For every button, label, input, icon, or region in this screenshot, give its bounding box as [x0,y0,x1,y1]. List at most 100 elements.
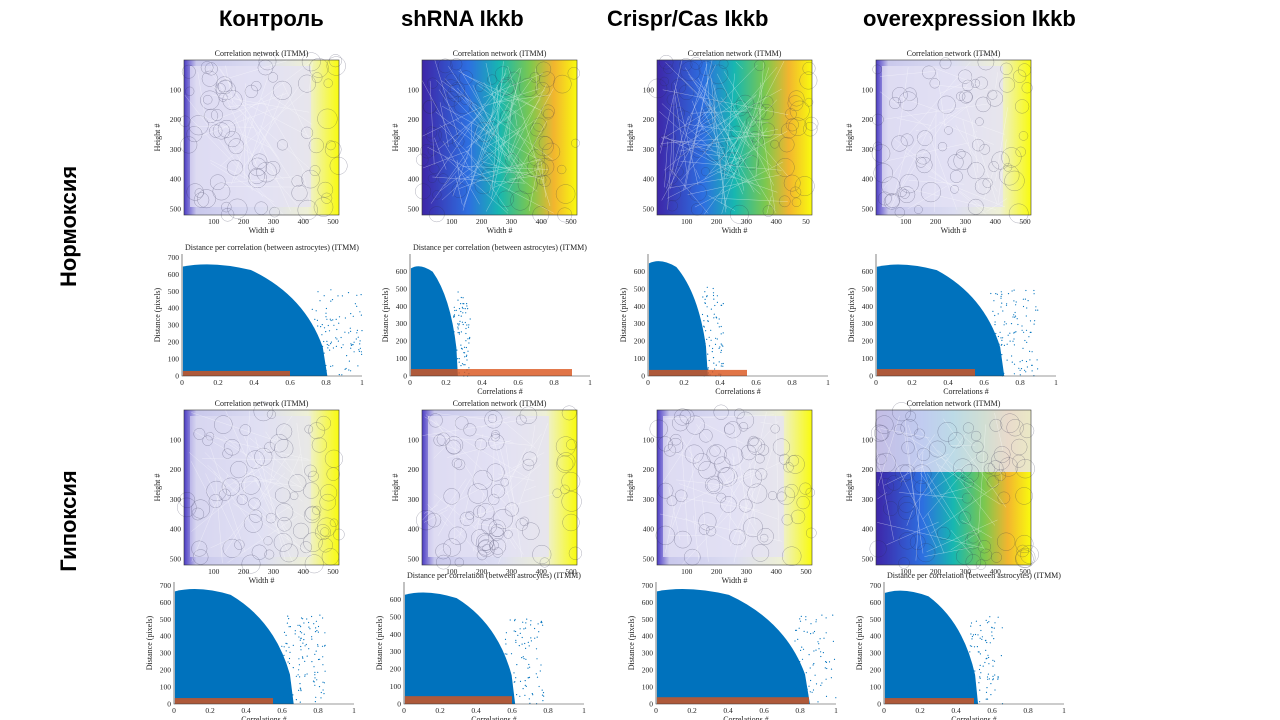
correlation-line [663,135,754,184]
scatter-point [312,680,315,682]
cell-outline [988,161,1000,172]
scatter-point [986,641,988,644]
scatter-point [801,646,803,648]
x-tick-label: 0 [654,706,658,715]
scatter-point [832,640,834,642]
x-tick-label: 0.6 [507,706,517,715]
scatter-point [825,661,827,663]
row-label-hypoxia: Гипоксия [56,470,81,572]
cell-outline [516,414,527,426]
scatter-point [313,350,315,352]
scatter-point [337,340,339,342]
scatter-point [1013,289,1015,291]
cell-outline [471,529,490,548]
scatter-point [720,333,722,335]
cell-outline [489,538,507,555]
cell-outline [929,440,946,458]
scatter-point [288,626,290,628]
correlation-line [931,483,1000,534]
correlation-line [735,61,743,70]
scatter-point [992,331,994,334]
scatter-point [464,356,466,358]
y-tick-label: 600 [634,267,646,276]
scatter-point [720,325,722,328]
correlation-line [975,130,977,133]
scatter-point [707,320,709,322]
scatter-point [705,330,707,332]
scatter-point [1000,295,1002,297]
scatter-point [337,295,339,297]
correlation-line [884,453,949,486]
y-tick-label: 500 [862,555,874,564]
cell-outline [901,441,915,455]
axes-lines [181,254,362,377]
scatter-point [1021,359,1023,362]
scatter-point [289,626,291,628]
cell-outline [539,175,551,187]
cell-outline [555,436,576,457]
cell-outline [962,79,974,92]
scatter-point [304,645,306,647]
correlation-line [217,176,298,184]
cell-outline [736,411,754,430]
scatter-point [977,634,979,636]
scatter-point [317,671,319,673]
cell-outline [177,497,197,518]
correlation-line [721,73,735,205]
cell-outline [230,461,248,479]
cell-outline [889,97,902,109]
correlation-line [220,60,287,81]
y-tick-label: 200 [642,666,654,675]
correlation-line [481,102,509,160]
cell-outline [319,493,336,511]
orange-series-band [404,696,512,704]
scatter-point [975,620,977,622]
scatter-point [993,660,996,662]
scatter-point [510,653,513,655]
scatter-point [1001,354,1003,356]
scatter-point [1016,318,1018,320]
scatter-point [995,346,997,348]
scatter-point [1033,323,1035,325]
correlation-line [211,94,310,113]
scatter-point [992,665,994,667]
scatter-point [457,326,459,328]
correlation-line [759,82,762,98]
cell-outline [507,71,521,85]
cell-outline [451,457,463,469]
scatter-point [799,618,801,620]
cell-outline [251,544,267,560]
cell-outline [772,438,790,456]
cell-outline [241,475,261,495]
correlation-line [205,473,239,542]
correlation-line [541,161,546,198]
cell-outline [757,528,774,545]
scatter-point [984,661,986,664]
correlation-line [481,161,544,180]
scatter-point [504,660,506,662]
scatter-point [347,292,350,294]
cell-outline [241,554,261,574]
x-tick-label: 300 [268,217,280,226]
x-tick-label: 0.6 [513,378,523,387]
cell-outline [481,518,497,535]
correlation-line [704,106,766,180]
scatter-point [826,667,828,670]
scatter-point [714,368,716,370]
scatter-point [542,692,545,694]
panel-normoxia-crispr-scatter: 0 0.2 0.4 0.6 0.8 1 0 100 200 300 400 500 600 Correla… [616,240,836,396]
scatter-point [797,638,799,640]
scatter-point [1015,304,1017,306]
cell-outline [243,514,263,533]
row-label-normoxia: Нормоксия [56,165,81,287]
scatter-point [794,676,796,678]
scatter-point [993,638,995,640]
scatter-point [1000,297,1002,299]
cell-outline [1000,62,1013,75]
cell-outline [435,543,452,560]
scatter-point [338,374,340,376]
scatter-point [1000,655,1002,657]
x-tick-label: 500 [327,217,339,226]
correlation-line [692,100,704,131]
x-tick-label: 500 [800,567,812,576]
